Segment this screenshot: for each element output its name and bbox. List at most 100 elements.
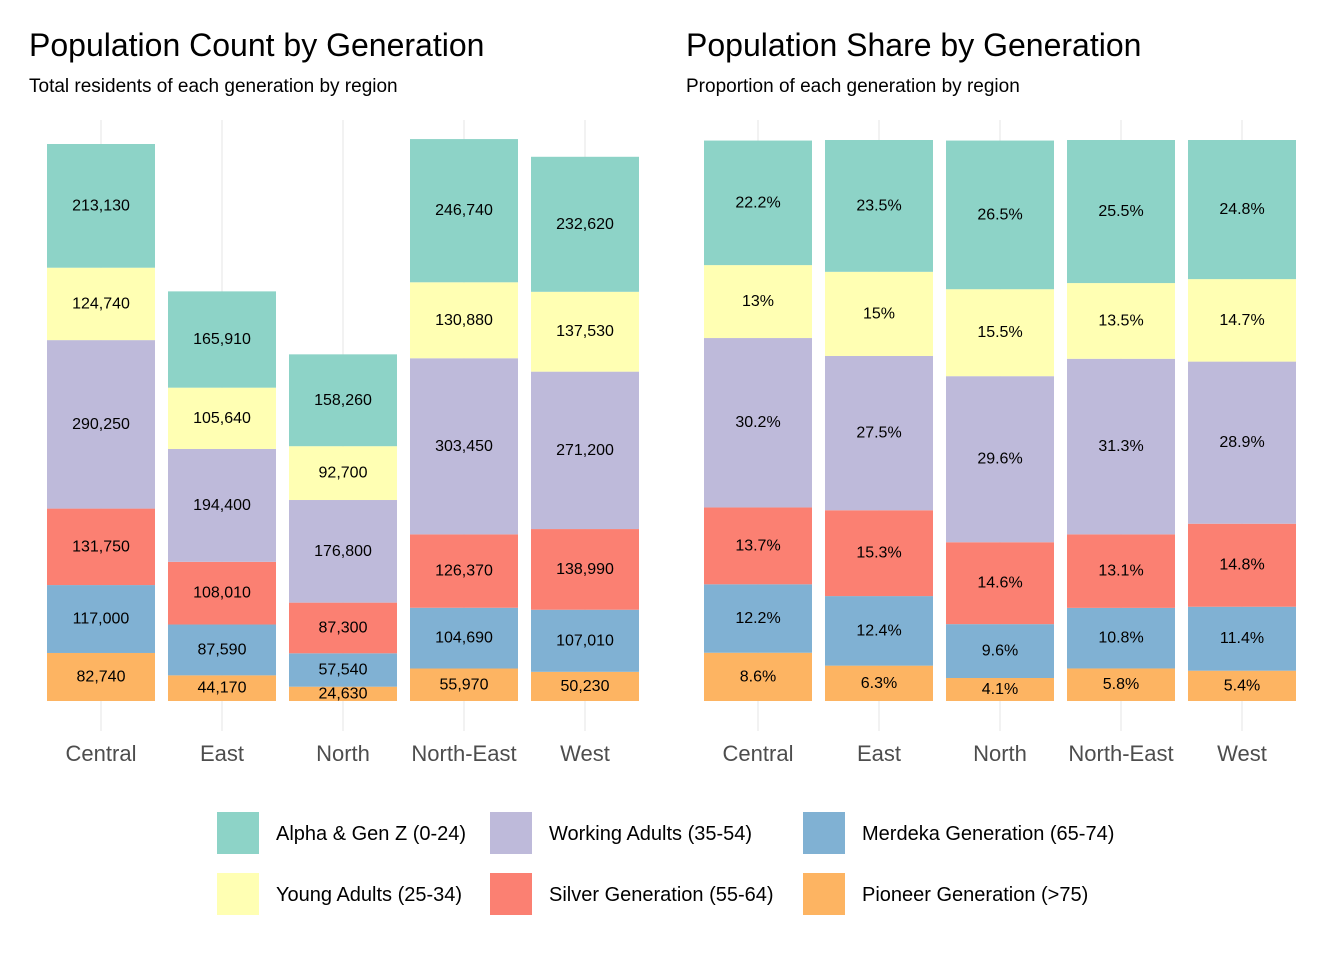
count-bar-north-alpha-gen-z-0-24 [289,354,397,447]
share-bar-label-east-silver-generation-55-64: 15.3% [856,545,901,562]
share-bar-label-north-young-adults-25-34: 15.5% [977,324,1022,341]
share-bar-label-central-alpha-gen-z-0-24: 22.2% [735,194,780,211]
legend-swatch-working-adults-35-54 [490,812,532,854]
share-bar-central-merdeka-generation-65-74 [704,584,812,653]
share-chart-title: Population Share by Generation [686,27,1141,63]
share-bar-west-working-adults-35-54 [1188,361,1296,524]
share-bar-label-central-silver-generation-55-64: 13.7% [735,537,780,554]
count-x-tick-north: North [316,741,370,766]
share-bar-north-east-silver-generation-55-64 [1067,534,1175,608]
share-bar-label-west-working-adults-35-54: 28.9% [1219,434,1264,451]
share-bar-east-silver-generation-55-64 [825,510,933,597]
count-bar-label-west-merdeka-generation-65-74: 107,010 [556,632,614,649]
share-bar-label-north-silver-generation-55-64: 14.6% [977,575,1022,592]
legend: Alpha & Gen Z (0-24) Working Adults (35-5… [217,812,1114,915]
count-x-tick-west: West [560,741,610,766]
share-bar-west-alpha-gen-z-0-24 [1188,140,1296,280]
share-bar-central-young-adults-25-34 [704,265,812,339]
share-bar-label-north-merdeka-generation-65-74: 9.6% [982,643,1018,660]
share-bar-label-west-young-adults-25-34: 14.7% [1219,312,1264,329]
count-bar-label-north-east-young-adults-25-34: 130,880 [435,312,493,329]
share-bar-label-central-young-adults-25-34: 13% [742,293,774,310]
count-bar-north-east-young-adults-25-34 [410,282,518,359]
share-bar-label-north-east-working-adults-35-54: 31.3% [1098,438,1143,455]
share-bar-central-working-adults-35-54 [704,338,812,508]
count-bar-north-east-working-adults-35-54 [410,358,518,535]
legend-label-young-adults-25-34: Young Adults (25-34) [276,884,462,906]
share-bar-label-north-east-alpha-gen-z-0-24: 25.5% [1098,203,1143,220]
count-bar-label-east-working-adults-35-54: 194,400 [193,497,251,514]
count-bar-central-silver-generation-55-64 [47,508,155,586]
count-bar-label-central-young-adults-25-34: 124,740 [72,295,130,312]
share-bar-east-merdeka-generation-65-74 [825,596,933,666]
count-bar-label-west-silver-generation-55-64: 138,990 [556,561,614,578]
count-bar-north-working-adults-35-54 [289,500,397,603]
share-chart-subtitle: Proportion of each generation by region [686,76,1020,97]
count-bar-label-central-merdeka-generation-65-74: 117,000 [73,611,130,628]
count-bar-west-working-adults-35-54 [531,371,639,530]
share-bar-north-pioneer-generation-75 [946,677,1054,701]
count-bar-label-west-young-adults-25-34: 137,530 [556,323,614,340]
share-bar-north-merdeka-generation-65-74 [946,624,1054,678]
legend-label-merdeka-generation-65-74: Merdeka Generation (65-74) [862,823,1114,845]
share-bar-north-young-adults-25-34 [946,289,1054,377]
share-bar-label-east-working-adults-35-54: 27.5% [856,425,901,442]
count-x-tick-central: Central [66,741,137,766]
share-x-tick-north: North [973,741,1027,766]
count-bar-west-pioneer-generation-75 [531,671,639,701]
share-bar-label-central-pioneer-generation-75: 8.6% [740,668,776,685]
legend-swatch-young-adults-25-34 [217,873,259,915]
share-bar-label-central-merdeka-generation-65-74: 12.2% [735,610,780,627]
count-bar-label-central-working-adults-35-54: 290,250 [72,416,130,433]
share-bar-west-young-adults-25-34 [1188,279,1296,362]
share-bar-label-north-east-young-adults-25-34: 13.5% [1098,312,1143,329]
share-x-tick-central: Central [723,741,794,766]
count-bar-label-north-merdeka-generation-65-74: 57,540 [319,662,368,679]
share-bar-west-silver-generation-55-64 [1188,523,1296,607]
share-panel: Population Share by Generation Proportio… [686,27,1296,766]
count-bar-north-east-alpha-gen-z-0-24 [410,139,518,283]
count-bar-label-north-alpha-gen-z-0-24: 158,260 [314,392,372,409]
legend-swatch-silver-generation-55-64 [490,873,532,915]
count-bar-north-young-adults-25-34 [289,446,397,501]
share-bar-label-east-alpha-gen-z-0-24: 23.5% [856,197,901,214]
count-bar-label-north-east-alpha-gen-z-0-24: 246,740 [435,202,493,219]
share-bar-north-alpha-gen-z-0-24 [946,140,1054,290]
count-bar-central-pioneer-generation-75 [47,652,155,701]
count-x-tick-north-east: North-East [411,741,516,766]
count-bar-north-east-silver-generation-55-64 [410,534,518,608]
count-bar-label-central-silver-generation-55-64: 131,750 [72,538,130,555]
count-bar-north-merdeka-generation-65-74 [289,653,397,687]
share-bar-north-east-young-adults-25-34 [1067,283,1175,359]
legend-label-silver-generation-55-64: Silver Generation (55-64) [549,884,774,906]
share-bar-label-central-working-adults-35-54: 30.2% [735,414,780,431]
share-bar-label-west-pioneer-generation-75: 5.4% [1224,677,1260,694]
count-bar-label-east-merdeka-generation-65-74: 87,590 [198,641,247,658]
count-chart-subtitle: Total residents of each generation by re… [29,76,398,97]
legend-swatch-merdeka-generation-65-74 [803,812,845,854]
count-bar-central-merdeka-generation-65-74 [47,585,155,653]
share-bar-label-north-east-pioneer-generation-75: 5.8% [1103,676,1139,693]
share-bar-label-north-east-merdeka-generation-65-74: 10.8% [1098,630,1143,647]
count-bar-central-alpha-gen-z-0-24 [47,144,155,268]
share-bar-east-alpha-gen-z-0-24 [825,140,933,272]
count-panel: Population Count by Generation Total res… [29,27,639,766]
count-bar-label-north-young-adults-25-34: 92,700 [319,465,368,482]
legend-swatch-alpha-gen-z-0-24 [217,812,259,854]
count-bar-central-working-adults-35-54 [47,340,155,509]
share-bar-north-working-adults-35-54 [946,376,1054,543]
count-bar-label-central-alpha-gen-z-0-24: 213,130 [72,197,130,214]
count-bar-west-alpha-gen-z-0-24 [531,156,639,292]
share-bar-label-north-alpha-gen-z-0-24: 26.5% [977,206,1022,223]
count-bar-east-pioneer-generation-75 [168,675,276,701]
share-x-tick-north-east: North-East [1068,741,1173,766]
count-bar-label-north-working-adults-35-54: 176,800 [314,543,372,560]
count-bar-label-north-east-silver-generation-55-64: 126,370 [435,563,493,580]
count-bar-west-silver-generation-55-64 [531,529,639,610]
share-bar-label-east-merdeka-generation-65-74: 12.4% [856,622,901,639]
count-chart-title: Population Count by Generation [29,27,484,63]
count-bar-label-east-silver-generation-55-64: 108,010 [193,585,251,602]
count-bar-west-merdeka-generation-65-74 [531,609,639,672]
share-bar-label-west-alpha-gen-z-0-24: 24.8% [1219,201,1264,218]
